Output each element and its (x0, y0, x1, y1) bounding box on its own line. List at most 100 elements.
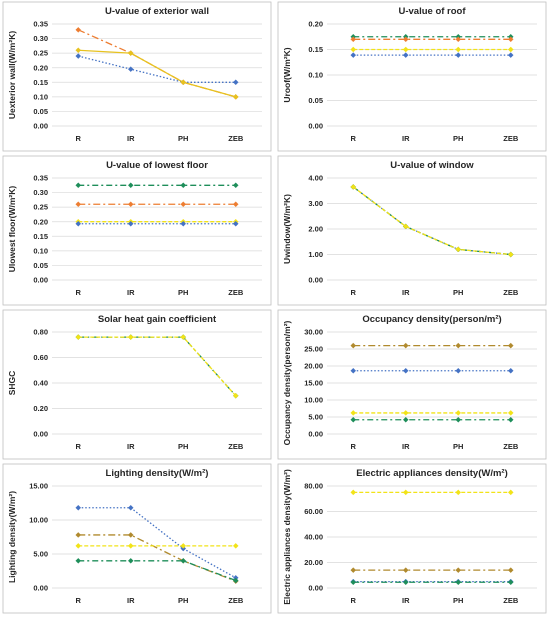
y-tick-label: 40.00 (304, 533, 323, 542)
chart-panel-lighting: Lighting density(W/m²) 0.00 5.00 10.00 15.00… (0, 462, 275, 616)
chart-panel-window: U-value of window 0.00 1.00 2.00 3.00 4.00 Uwi… (275, 154, 550, 308)
data-point (402, 579, 409, 586)
x-tick-label: PH (453, 442, 463, 451)
chart-svg: U-value of lowest floor 0.00 0.05 0.10 0.15 0… (2, 155, 272, 306)
y-tick-label: 5.00 (308, 413, 323, 422)
y-tick-label: 0.20 (33, 404, 48, 413)
series-line (78, 534, 236, 582)
data-point (402, 342, 409, 349)
data-point (350, 367, 357, 374)
x-tick-label: ZEB (228, 596, 244, 605)
series-line (78, 336, 237, 397)
y-tick-label: 15.00 (304, 379, 323, 388)
chart-svg: U-value of roof 0.00 0.05 0.10 0.15 0.20 Uroof… (277, 1, 547, 152)
y-tick-label: 0.30 (33, 34, 48, 43)
data-point (180, 557, 187, 564)
y-tick-label: 0.10 (33, 92, 48, 101)
data-point (75, 182, 82, 189)
x-tick-label: IR (402, 596, 410, 605)
data-point (507, 567, 514, 573)
data-point (402, 567, 409, 573)
data-point (75, 334, 82, 340)
data-point (75, 504, 82, 511)
y-axis-label: Uroof(W/m²K) (282, 47, 292, 102)
data-point (232, 577, 239, 584)
data-point (350, 46, 357, 53)
x-tick-label: ZEB (503, 442, 519, 451)
y-tick-label: 0.20 (308, 20, 323, 29)
data-point (350, 410, 357, 416)
data-point (75, 220, 82, 227)
data-point (232, 201, 239, 208)
y-tick-label: 20.00 (304, 362, 323, 371)
x-tick-label: ZEB (228, 288, 244, 297)
data-point (350, 567, 357, 573)
chart-panel-appliances: Electric appliances density(W/m²) 0.00 20.… (275, 462, 550, 616)
y-tick-label: 60.00 (304, 507, 323, 516)
data-point (455, 367, 462, 374)
y-tick-label: 0.25 (33, 203, 48, 212)
x-tick-label: IR (402, 288, 410, 297)
chart-title: U-value of roof (398, 6, 466, 17)
y-tick-label: 0.60 (33, 353, 48, 362)
y-tick-label: 0.10 (308, 71, 323, 80)
y-tick-label: 0.40 (33, 379, 48, 388)
data-point (455, 410, 462, 416)
data-point (507, 342, 514, 349)
data-point (232, 220, 239, 227)
y-tick-label: 0.20 (33, 217, 48, 226)
panel-frame (2, 1, 272, 152)
data-point (455, 52, 462, 58)
y-tick-label: 80.00 (304, 482, 323, 491)
chart-panel-shgc: Solar heat gain coefficient 0.00 0.20 0.40 0… (0, 308, 275, 462)
data-point (232, 543, 239, 549)
data-point (232, 182, 239, 189)
panel-frame (277, 155, 547, 306)
data-point (75, 543, 82, 549)
data-point (232, 392, 239, 399)
chart-svg: Lighting density(W/m²) 0.00 5.00 10.00 15.00… (2, 463, 272, 614)
data-point (455, 342, 462, 349)
y-tick-label: 0.00 (308, 122, 323, 131)
y-tick-label: 0.00 (308, 584, 323, 593)
data-point (350, 52, 357, 58)
data-point (75, 47, 82, 54)
series-line (78, 55, 236, 83)
chart-svg: U-value of exterior wall 0.00 0.05 0.10 0.15… (2, 1, 272, 152)
data-point (350, 579, 357, 586)
chart-svg: U-value of window 0.00 1.00 2.00 3.00 4.00 Uwi… (277, 155, 547, 306)
data-point (507, 367, 514, 374)
data-point (180, 543, 187, 549)
data-point (507, 46, 514, 53)
y-axis-label: Electric appliances density(W/m²) (282, 469, 292, 605)
x-tick-label: PH (453, 134, 463, 143)
data-point (180, 182, 187, 189)
data-point (402, 52, 409, 58)
chart-title: Solar heat gain coefficient (98, 314, 217, 325)
x-tick-label: R (351, 442, 357, 451)
y-tick-label: 15.00 (29, 482, 48, 491)
y-tick-label: 0.00 (33, 584, 48, 593)
chart-svg: Solar heat gain coefficient 0.00 0.20 0.40 0… (2, 309, 272, 460)
y-tick-label: 0.35 (33, 174, 48, 183)
data-point (180, 334, 187, 340)
y-tick-label: 0.35 (33, 20, 48, 29)
x-tick-label: PH (178, 596, 188, 605)
y-tick-label: 0.05 (33, 107, 48, 116)
y-tick-label: 0.15 (33, 232, 48, 241)
data-point (127, 532, 134, 538)
y-tick-label: 3.00 (308, 199, 323, 208)
data-point (75, 557, 82, 564)
data-point (232, 94, 239, 100)
x-tick-label: PH (178, 442, 188, 451)
x-tick-label: ZEB (503, 134, 519, 143)
series-line (352, 186, 511, 256)
data-point (507, 579, 514, 586)
x-tick-label: IR (127, 596, 135, 605)
y-tick-label: 25.00 (304, 345, 323, 354)
y-axis-label: Uwindow(W/m²K) (282, 194, 292, 264)
data-point (507, 36, 514, 43)
data-point (350, 416, 357, 423)
chart-panel-occupancy: Occupancy density(person/m²) 0.00 5.00 10.0… (275, 308, 550, 462)
